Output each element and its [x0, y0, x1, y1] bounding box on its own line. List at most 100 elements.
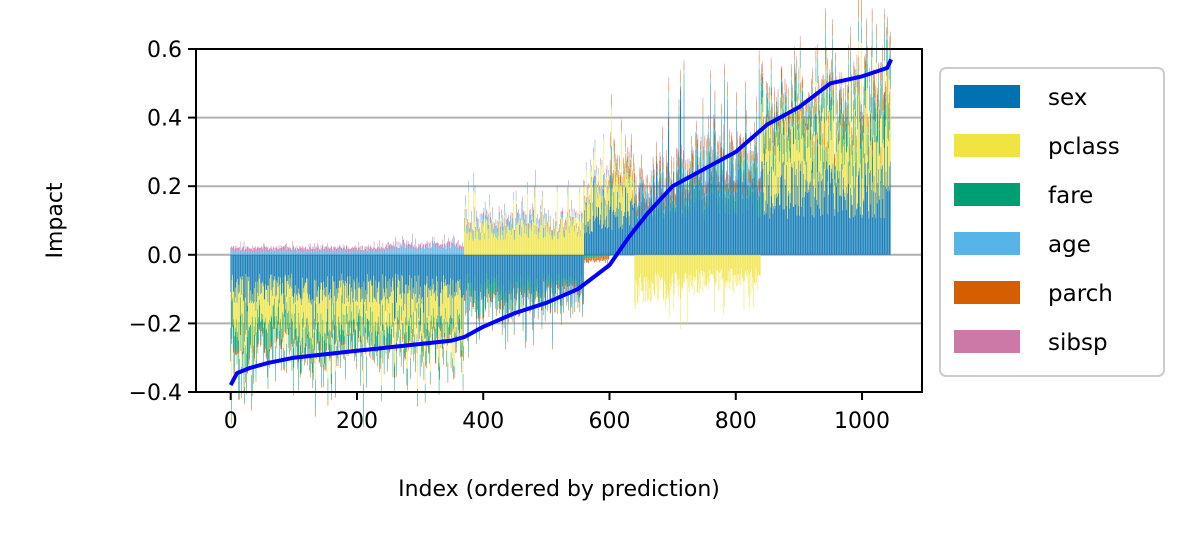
bar-fare-670: [653, 175, 654, 181]
bar-pclass-721: [685, 254, 687, 274]
bar-parch-596: [606, 255, 608, 259]
bar-pclass-551: [578, 233, 579, 255]
bar-sex-525: [561, 254, 563, 279]
bar-sibsp-607: [613, 138, 615, 142]
bar-sex-154: [327, 254, 329, 336]
bar-parch-298: [418, 332, 420, 342]
bar-fare-477: [531, 288, 533, 300]
bar-fare-470: [527, 280, 528, 295]
bar-fare-680: [659, 168, 661, 173]
bar-sex-422: [496, 254, 498, 276]
bar-age-534: [567, 191, 569, 196]
bar-sibsp-385: [473, 172, 475, 177]
bar-sex-505: [549, 254, 550, 291]
bar-parch-640: [634, 175, 636, 192]
bar-sex-496: [543, 254, 545, 275]
bar-sibsp-278: [405, 243, 407, 248]
bar-fare-201: [357, 321, 358, 347]
bar-parch-561: [584, 256, 586, 261]
bar-fare-784: [725, 197, 726, 214]
bar-parch-143: [320, 343, 322, 351]
bar-age-161: [332, 251, 333, 255]
bar-sex-126: [310, 254, 311, 301]
bar-fare-290: [413, 340, 415, 358]
bar-sex-297: [417, 254, 419, 276]
bar-age-100: [293, 250, 295, 255]
bar-age-596: [606, 169, 608, 175]
bar-pclass-70: [274, 279, 276, 317]
bar-pclass-230: [375, 280, 377, 331]
bar-sex-325: [435, 254, 437, 291]
bar-parch-176: [341, 342, 343, 346]
bar-pclass-338: [443, 282, 445, 320]
bar-age-169: [337, 251, 338, 255]
bar-sex-59: [267, 254, 269, 303]
bar-fare-353: [453, 365, 454, 377]
bar-age-181: [344, 251, 346, 255]
bar-parch-331: [439, 377, 440, 380]
bar-pclass-422: [496, 232, 498, 255]
bar-fare-26: [246, 337, 248, 368]
bar-sex-358: [456, 254, 457, 293]
bar-pclass-218: [368, 282, 369, 321]
bar-fare-274: [403, 349, 404, 372]
bar-sex-763: [712, 181, 713, 255]
bar-pclass-396: [480, 239, 481, 255]
bar-fare-463: [522, 303, 524, 328]
bar-fare-412: [490, 290, 492, 306]
bar-age-600: [609, 185, 610, 189]
bar-fare-302: [421, 333, 422, 365]
bar-sex-701: [673, 188, 674, 255]
bar-fare-249: [387, 328, 389, 344]
bar-sibsp-470: [527, 181, 528, 185]
bar-pclass-293: [415, 294, 416, 344]
bar-parch-444: [510, 294, 512, 300]
bar-pclass-61: [268, 305, 270, 350]
bar-age-124: [308, 248, 310, 255]
bar-age-178: [342, 248, 344, 255]
bar-sex-263: [396, 254, 398, 302]
bar-pclass-476: [530, 231, 532, 255]
bar-fare-319: [431, 334, 433, 342]
bar-sex-312: [427, 254, 428, 297]
bar-sibsp-61: [268, 248, 270, 252]
bar-sibsp-46: [259, 247, 261, 252]
bar-parch-220: [369, 352, 370, 357]
bar-fare-224: [371, 311, 373, 337]
bar-sex-142: [320, 254, 321, 290]
bar-pclass-111: [300, 299, 302, 346]
bar-age-687: [664, 210, 665, 215]
bar-fare-482: [534, 291, 536, 300]
bar-sibsp-710: [678, 99, 680, 108]
bar-pclass-28: [248, 281, 249, 331]
bar-pclass-50: [262, 281, 263, 320]
bar-pclass-447: [512, 228, 514, 255]
bar-sibsp-99: [292, 245, 294, 248]
bar-age-622: [623, 168, 624, 173]
bar-parch-556: [581, 288, 582, 294]
bar-sibsp-501: [546, 220, 548, 224]
bar-age-464: [523, 216, 524, 225]
bar-age-587: [601, 205, 602, 210]
bar-fare-592: [604, 254, 605, 257]
bar-age-762: [711, 180, 713, 184]
bar-age-816: [745, 147, 747, 151]
bar-parch-537: [569, 283, 570, 287]
bar-sibsp-766: [714, 118, 715, 123]
bar-fare-331: [439, 366, 440, 378]
bar-parch-826: [751, 182, 753, 189]
bar-pclass-557: [582, 218, 583, 255]
bar-fare-104: [296, 327, 297, 345]
bar-fare-299: [419, 321, 420, 334]
bar-sex-589: [602, 228, 603, 255]
bar-age-142: [320, 252, 321, 255]
bar-age-678: [658, 195, 659, 200]
bar-age-328: [437, 245, 439, 255]
bar-sibsp-467: [525, 214, 526, 220]
bar-parch-186: [347, 353, 349, 356]
bar-sibsp-738: [696, 120, 697, 125]
bar-parch-644: [637, 209, 638, 217]
bar-pclass-10: [236, 302, 238, 338]
bar-sex-379: [469, 254, 471, 284]
bar-age-456: [518, 211, 519, 221]
